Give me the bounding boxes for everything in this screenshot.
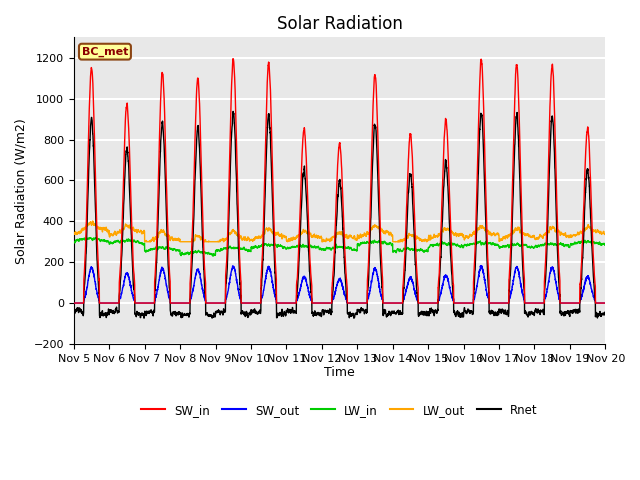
X-axis label: Time: Time [324,366,355,379]
Y-axis label: Solar Radiation (W/m2): Solar Radiation (W/m2) [15,118,28,264]
Title: Solar Radiation: Solar Radiation [276,15,403,33]
Legend: SW_in, SW_out, LW_in, LW_out, Rnet: SW_in, SW_out, LW_in, LW_out, Rnet [137,399,542,421]
Text: BC_met: BC_met [82,47,128,57]
